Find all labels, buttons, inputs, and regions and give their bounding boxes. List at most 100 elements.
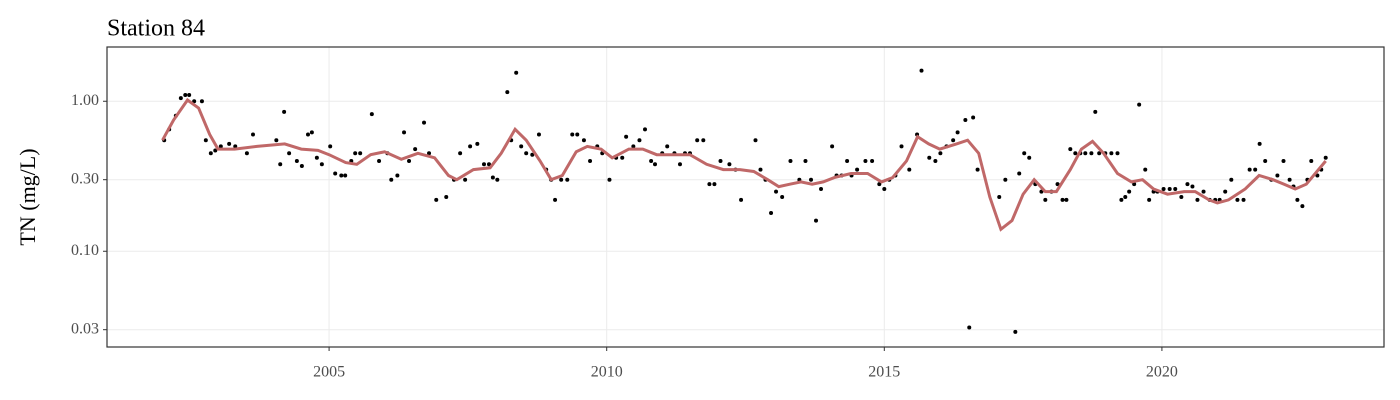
data-point [712,182,717,187]
y-tick-label: 0.10 [71,242,99,259]
data-point [218,144,223,149]
data-point [631,144,636,149]
data-point [707,182,712,187]
data-point [1247,167,1252,172]
data-point [309,130,314,135]
data-point [1119,197,1124,202]
data-point [899,144,904,149]
data-point [339,173,344,178]
data-point [490,175,495,180]
data-point [863,158,868,163]
data-point [278,162,283,167]
data-point [187,93,192,98]
data-point [1089,151,1094,156]
data-point [553,197,558,202]
data-point [1115,151,1120,156]
data-point [575,132,580,137]
data-point [1263,158,1268,163]
data-point [620,155,625,160]
data-point [353,151,358,156]
x-tick-label: 2020 [1146,364,1178,381]
data-point [855,167,860,172]
data-point [1190,184,1195,189]
data-point [458,151,463,156]
data-point [1300,204,1305,209]
data-point [665,144,670,149]
data-point [565,177,570,182]
data-point [774,189,779,194]
data-point [389,177,394,182]
data-point [753,138,758,143]
data-point [830,144,835,149]
data-point [395,173,400,178]
data-point [718,158,723,163]
data-point [739,197,744,202]
data-point [183,93,188,98]
data-point [1147,197,1152,202]
data-point [1281,158,1286,163]
data-point [463,177,468,182]
data-point [314,155,319,160]
data-point [1073,151,1078,156]
data-point [505,90,510,95]
data-point [1060,197,1065,202]
data-point [1201,189,1206,194]
data-point [319,162,324,167]
data-point [407,158,412,163]
data-point [468,144,473,149]
data-point [938,151,943,156]
data-point [208,151,213,156]
data-point [1253,167,1258,172]
data-point [643,127,648,132]
data-point [1275,173,1280,178]
data-point [486,162,491,167]
data-point [1055,182,1060,187]
data-point [1295,197,1300,202]
data-point [701,138,706,143]
data-point [870,158,875,163]
data-point [1027,155,1032,160]
data-point [251,132,256,137]
data-point [358,151,363,156]
data-point [758,167,763,172]
data-point [1093,109,1098,114]
data-point [1195,197,1200,202]
data-point [495,177,500,182]
data-point [1287,177,1292,182]
y-tick-label: 0.03 [71,320,99,337]
data-point [213,148,218,153]
data-point [677,162,682,167]
data-point [649,158,654,163]
data-point [274,138,279,143]
data-point [637,138,642,143]
data-point [1167,187,1172,192]
x-tick-label: 2010 [591,364,623,381]
data-point [1173,187,1178,192]
data-point [530,152,535,157]
data-point [328,144,333,149]
data-point [780,195,785,199]
data-point [178,96,183,101]
data-point [1068,147,1073,152]
data-point [919,68,924,73]
data-point [997,195,1002,199]
data-point [652,162,657,167]
data-point [1083,151,1088,156]
data-point [192,99,197,104]
data-point [727,162,732,167]
data-point [1109,151,1114,156]
data-point [282,109,287,114]
data-point [845,158,850,163]
data-point [481,162,486,167]
data-point [227,141,232,146]
x-tick-label: 2005 [313,364,345,381]
data-point [514,70,519,75]
data-point [1123,195,1128,199]
data-point [1309,158,1314,163]
data-point [1257,141,1262,146]
data-point [975,167,980,172]
data-point [343,173,348,178]
data-point [1179,195,1184,199]
data-point [971,115,976,120]
